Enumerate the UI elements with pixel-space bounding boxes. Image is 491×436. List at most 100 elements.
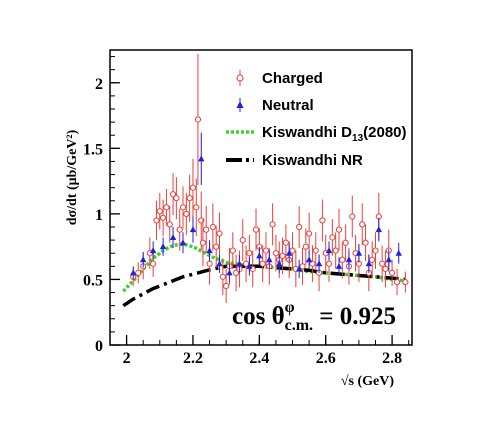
data-point-charged — [163, 204, 170, 211]
data-point-charged — [153, 217, 160, 224]
data-point-charged — [372, 247, 379, 254]
data-point-charged — [332, 247, 339, 254]
x-tick-label: 2.2 — [183, 350, 203, 367]
data-point-neutral — [335, 262, 343, 269]
data-point-neutral — [315, 260, 323, 267]
data-point-charged — [329, 234, 336, 241]
data-point-neutral — [130, 269, 137, 276]
data-point-neutral — [395, 249, 402, 256]
data-point-neutral — [149, 247, 157, 254]
data-point-neutral — [256, 252, 263, 259]
data-point-neutral — [345, 256, 353, 263]
data-point-charged — [216, 230, 223, 237]
data-point-neutral — [236, 260, 243, 267]
data-point-neutral — [305, 256, 313, 263]
data-point-neutral — [216, 260, 223, 267]
plot-frame — [109, 49, 413, 346]
x-tick-label: 2.6 — [316, 350, 336, 367]
data-point-charged — [269, 221, 276, 228]
y-tick-label: 1.5 — [83, 141, 103, 158]
data-point-charged — [393, 278, 401, 286]
data-point-neutral — [286, 249, 293, 256]
data-point-charged — [388, 269, 396, 276]
data-point-charged — [309, 260, 316, 267]
legend-label: Kiswandhi D13(2080) — [262, 124, 407, 144]
data-point-neutral — [179, 239, 187, 246]
data-point-neutral — [385, 256, 392, 263]
data-point-neutral — [325, 247, 333, 254]
legend: Charged Neutral Kiswandhi D13(2080) Kiswand… — [226, 70, 407, 169]
data-point-charged — [186, 195, 193, 202]
x-tick-label: 2.8 — [382, 350, 402, 367]
data-point-charged — [402, 278, 409, 286]
data-point-neutral — [375, 226, 383, 233]
legend-label: Kiswandhi NR — [262, 152, 363, 169]
data-point-charged — [342, 239, 349, 246]
data-point-charged — [289, 247, 296, 254]
data-point-neutral — [355, 249, 363, 256]
curve-3 — [122, 264, 406, 308]
data-point-charged — [362, 239, 369, 246]
data-point-charged — [339, 256, 346, 263]
data-point-charged — [349, 213, 356, 220]
data-point-charged — [335, 226, 343, 233]
data-point-charged — [233, 269, 240, 276]
y-tick-label: 0 — [95, 338, 103, 355]
data-point-charged — [176, 226, 183, 233]
data-point-charged — [325, 260, 333, 267]
data-point-charged — [252, 226, 260, 233]
data-point-charged — [369, 256, 376, 263]
data-point-charged — [259, 260, 266, 267]
data-point-charged — [203, 226, 210, 233]
data-point-charged — [229, 247, 236, 254]
data-point-charged — [206, 260, 213, 267]
data-point-neutral — [169, 233, 177, 240]
data-point-charged — [183, 210, 190, 217]
angle-annotation: cos θφ c.m. = 0.925 — [232, 299, 396, 334]
data-point-charged — [199, 239, 207, 246]
angle-label: cos θφ c.m. = 0.925 — [232, 299, 396, 334]
data-point-charged — [299, 263, 306, 270]
data-point-neutral — [365, 260, 373, 267]
data-point-charged — [246, 250, 253, 257]
data-point-charged — [213, 243, 220, 250]
data-point-charged — [359, 221, 366, 228]
axes: 2 2.2 2.4 2.6 2.8 0 0.5 1 1.5 2 √s (GeV) dσ/dt (μb/… — [65, 56, 410, 389]
data-point-charged — [189, 184, 197, 191]
data-point-charged — [223, 282, 230, 290]
data-point-charged — [239, 237, 246, 244]
data-point-charged — [319, 217, 326, 224]
data-point-charged — [312, 247, 319, 254]
legend-label: Charged — [262, 70, 323, 87]
data-point-charged — [209, 223, 216, 231]
data-point-charged — [282, 239, 289, 246]
data-point-charged — [193, 204, 200, 211]
data-point-charged — [156, 208, 163, 215]
data-point-neutral — [246, 262, 253, 269]
axes-frame — [109, 49, 413, 346]
x-tick-label: 2 — [123, 350, 131, 367]
data-point-charged — [179, 204, 187, 211]
series-layer — [122, 53, 409, 308]
data-point-charged — [279, 252, 286, 259]
data-point-charged — [379, 260, 386, 267]
data-point-charged — [296, 223, 303, 231]
data-point-charged — [306, 230, 313, 237]
data-point-charged — [150, 260, 157, 267]
legend-label: Neutral — [262, 97, 314, 114]
data-point-charged — [169, 191, 177, 198]
legend-marker-charged — [236, 74, 244, 82]
y-tick-label: 1 — [95, 207, 103, 224]
y-axis-label: dσ/dt (μb/GeV²) — [65, 129, 80, 225]
data-point-neutral — [206, 247, 213, 254]
data-point-charged — [262, 247, 270, 254]
x-tick-label: 2.4 — [249, 350, 269, 367]
data-point-charged — [173, 195, 180, 202]
x-axis-label: √s (GeV) — [341, 374, 395, 389]
data-point-neutral — [266, 256, 273, 263]
data-point-charged — [159, 214, 167, 221]
y-tick-label: 2 — [95, 76, 103, 93]
data-point-charged — [302, 243, 309, 250]
data-point-charged — [135, 269, 142, 276]
